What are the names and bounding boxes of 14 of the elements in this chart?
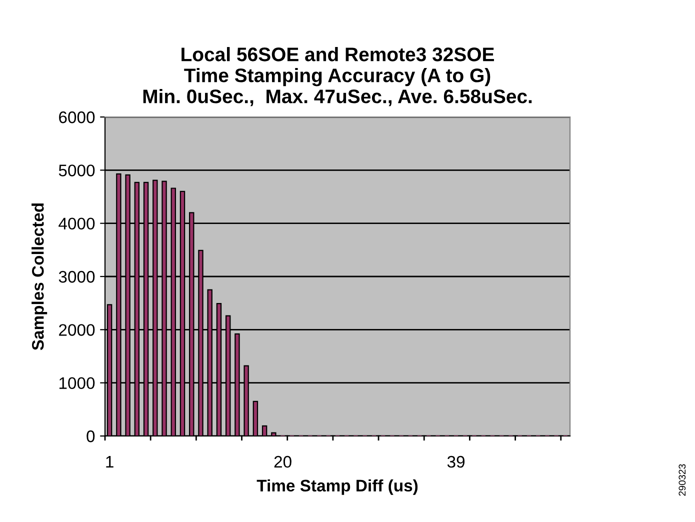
y-tick-label: 0 xyxy=(86,430,95,442)
y-tick-label: 5000 xyxy=(58,164,95,176)
y-axis-title: Samples Collected xyxy=(32,203,48,350)
x-tick-label: 1 xyxy=(106,456,114,468)
y-tick-label: 1000 xyxy=(59,377,95,390)
x-tick-label: 20 xyxy=(274,456,292,468)
y-tick-label: 2000 xyxy=(59,324,95,336)
x-tick-label: 39 xyxy=(447,456,465,468)
y-tick-label: 4000 xyxy=(58,218,95,230)
text: 290323 xyxy=(678,464,686,496)
y-tick-label: 6000 xyxy=(59,111,95,124)
y-tick-label: 3000 xyxy=(58,270,95,283)
x-axis-title: Time Stamp Diff (us) xyxy=(256,479,418,495)
chart-title: Local 56SOE and Remote3 32SOE Time Stamping Accuracy (A to G) Min. 0uSec., Max. 47uSec., Ave. 6.58uSec. xyxy=(143,47,532,106)
